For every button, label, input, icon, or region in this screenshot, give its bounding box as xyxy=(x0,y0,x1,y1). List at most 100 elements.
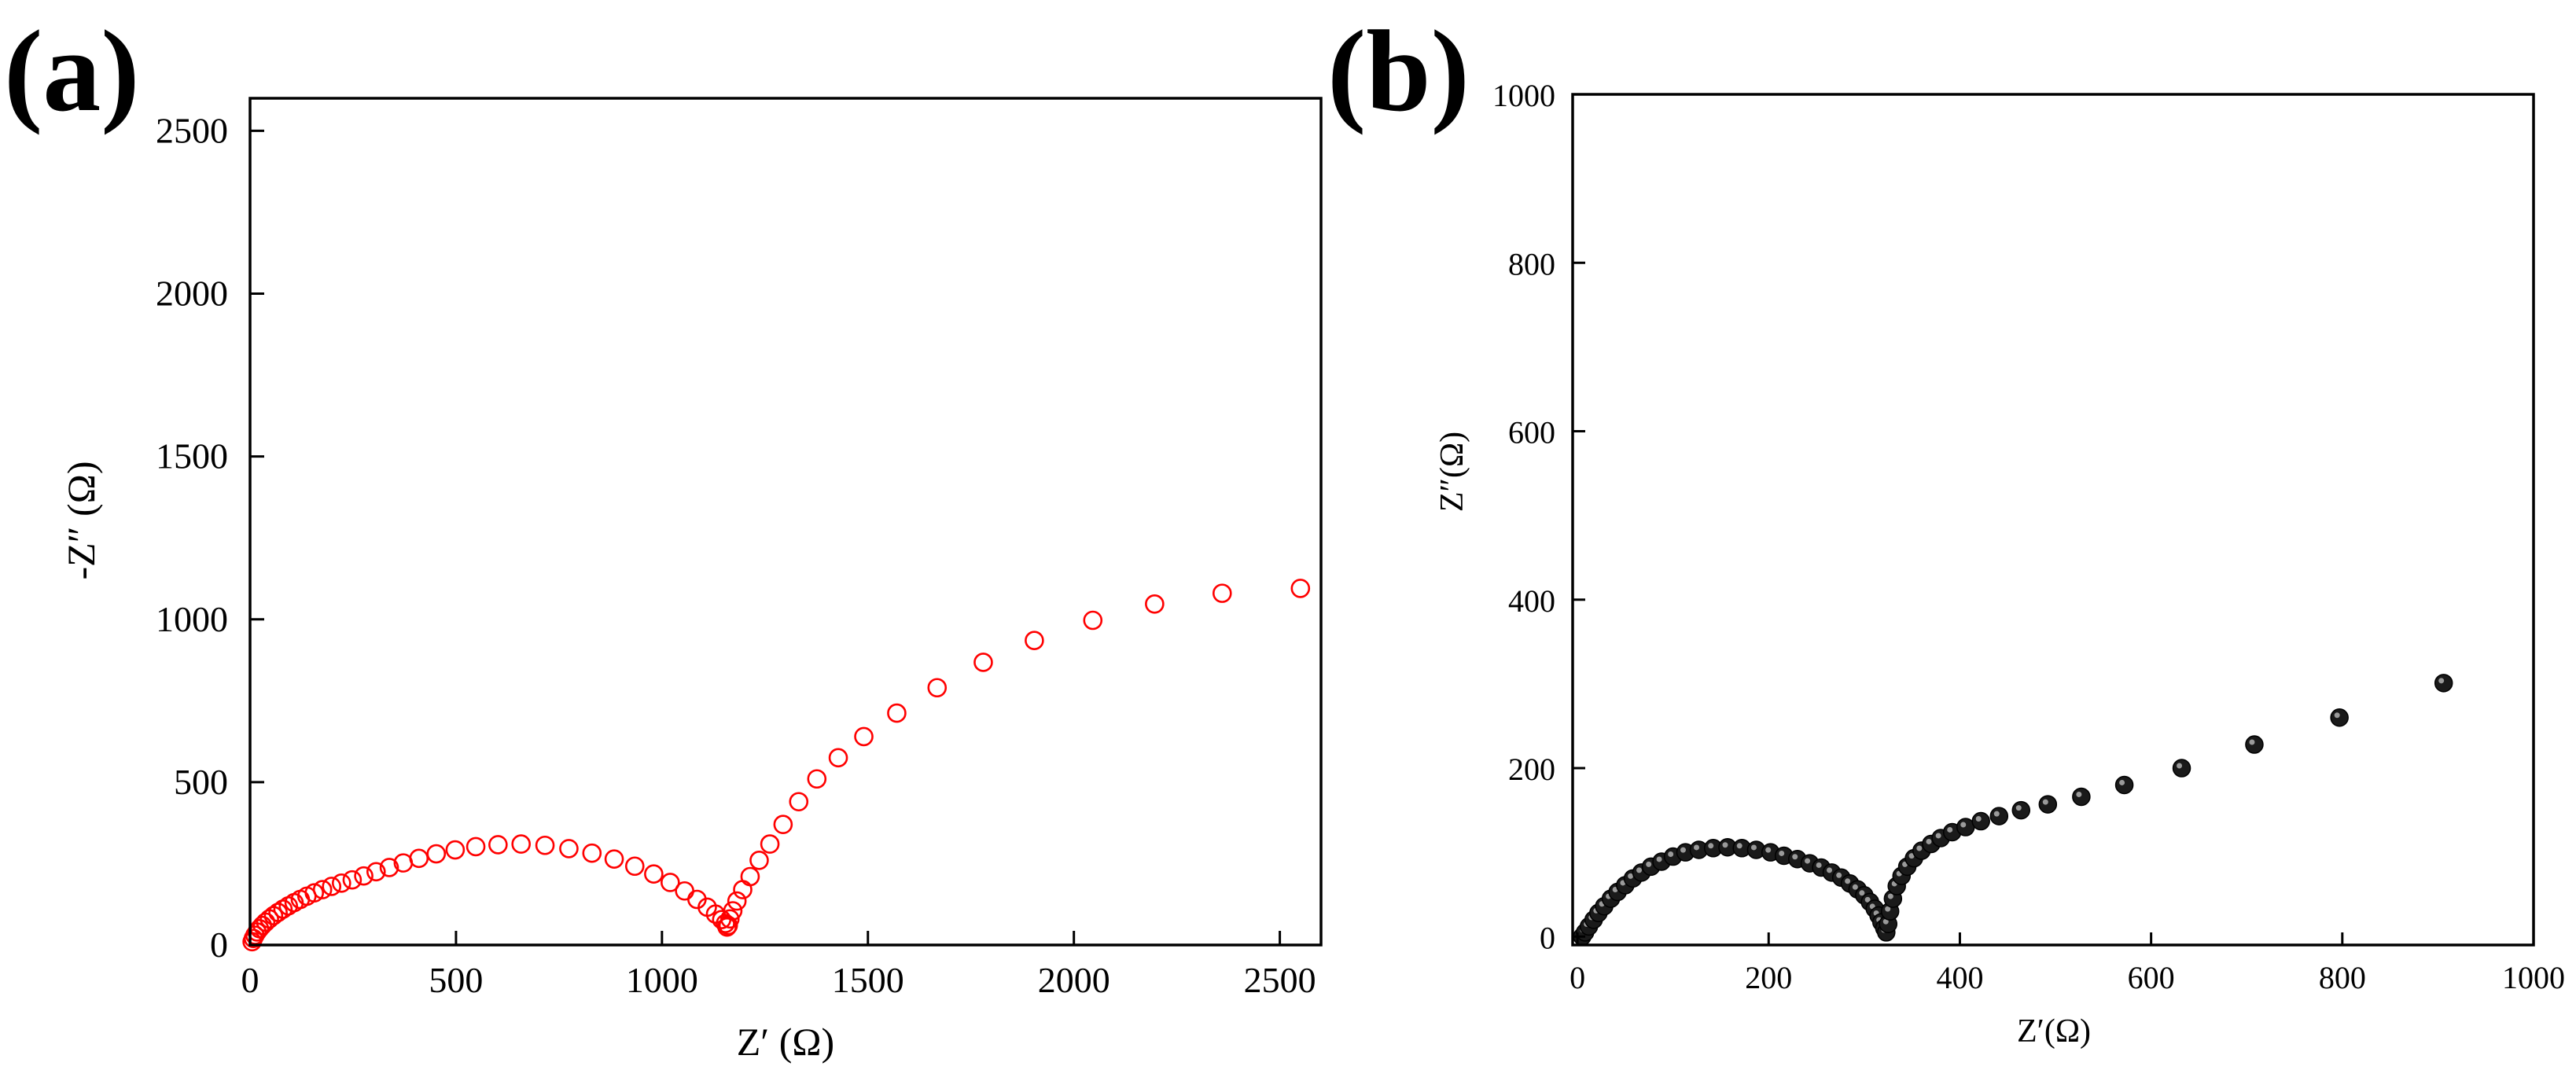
chart-b-y-tick-label: 200 xyxy=(1508,752,1555,787)
chart-a-data-point xyxy=(1212,583,1232,603)
chart-a-data-point xyxy=(675,881,694,901)
chart-a-data-point xyxy=(366,862,386,882)
chart-b-data-point-highlight xyxy=(1708,843,1714,849)
chart-b-data-point-highlight xyxy=(2334,712,2340,719)
chart-b-data-point-highlight xyxy=(1805,858,1811,864)
chart-b-data-point-highlight xyxy=(1827,867,1833,873)
chart-b-x-tick-label: 600 xyxy=(2128,960,2175,995)
chart-b-data-point-highlight xyxy=(1779,850,1785,856)
chart-a-data-point xyxy=(1025,631,1044,650)
chart-a-data-point xyxy=(789,792,809,812)
chart-b-data-point xyxy=(2434,674,2453,693)
chart-b-data-point-highlight xyxy=(2438,678,2445,684)
chart-a-data-point xyxy=(304,883,325,903)
chart-b-y-tick-label: 800 xyxy=(1508,246,1555,281)
chart-a-x-tick-label: 1000 xyxy=(626,960,698,1000)
chart-a-data-point xyxy=(273,899,293,919)
chart-b-data-point-highlight xyxy=(2249,739,2255,745)
chart-a-x-tick-label: 2000 xyxy=(1038,960,1110,1000)
chart-a-x-axis-label: Z′ (Ω) xyxy=(737,1020,834,1064)
chart-b-data-point-highlight xyxy=(1864,896,1871,903)
chart-b-data-point-highlight xyxy=(1993,811,2000,817)
chart-b-data-point-highlight xyxy=(2042,799,2048,805)
chart-b-data-point-highlight xyxy=(1792,854,1798,860)
chart-b-x-tick-label: 800 xyxy=(2319,960,2366,995)
chart-b-data-point-highlight xyxy=(1859,890,1865,896)
chart-b-data-point-highlight xyxy=(1947,826,1953,833)
panel-label-a: (a) xyxy=(4,7,140,136)
chart-b-data-point-highlight xyxy=(1816,862,1822,868)
chart-b-data-point xyxy=(2114,775,2134,795)
chart-b-data-point xyxy=(1989,807,2009,825)
chart-a-data-point xyxy=(740,866,760,887)
chart-a-data-point xyxy=(749,851,769,870)
chart-b-data-point-highlight xyxy=(1887,893,1893,899)
chart-a-x-tick-label: 2500 xyxy=(1244,960,1316,1000)
chart-a-data-point xyxy=(1083,610,1103,631)
chart-b-data-point xyxy=(2038,795,2058,814)
chart-a-data-point xyxy=(661,873,680,892)
chart-b-y-tick-label: 0 xyxy=(1540,920,1555,955)
chart-b-data-point-highlight xyxy=(2076,791,2082,797)
chart-a-data-point xyxy=(723,901,743,921)
chart-a-data-point xyxy=(559,839,579,859)
chart-b-data-point-highlight xyxy=(1845,878,1851,884)
chart-b-data-point-highlight xyxy=(1680,847,1686,853)
chart-a-data-point xyxy=(322,877,342,896)
chart-b-data-point-highlight xyxy=(1935,833,1941,839)
chart-a-data-point xyxy=(331,873,351,893)
chart-a-data-point xyxy=(624,856,645,877)
chart-b-data-point-highlight xyxy=(1960,822,1967,828)
chart-a-y-tick-label: 2500 xyxy=(156,110,228,150)
chart-a-y-tick-label: 1000 xyxy=(156,599,228,639)
chart-a-plot-frame xyxy=(248,97,1323,947)
chart-a-y-tick-label: 1500 xyxy=(156,436,228,476)
chart-a-data-point xyxy=(535,835,555,855)
chart-a-data-point xyxy=(773,814,793,835)
chart-a-data-point xyxy=(604,849,624,869)
chart-b-data-point-highlight xyxy=(1916,845,1923,851)
chart-a-data-point xyxy=(727,891,747,911)
chart-b-data-point xyxy=(1956,818,1975,836)
chart-b-data-point xyxy=(2072,787,2091,807)
chart-a-data-point xyxy=(760,834,780,854)
chart-b-data-point-highlight xyxy=(2177,763,2183,769)
chart-a-data-point xyxy=(973,653,993,672)
chart-b-data-point-highlight xyxy=(1908,853,1915,859)
chart-b-data-point-highlight xyxy=(1836,872,1842,878)
chart-b-data-point xyxy=(2330,708,2349,727)
chart-b-data-point-highlight xyxy=(1668,851,1674,858)
chart-b-plot-frame xyxy=(1571,93,2535,947)
chart-b-x-tick-label: 0 xyxy=(1570,960,1585,995)
chart-a-data-point xyxy=(342,870,362,890)
chart-b-data-point-highlight xyxy=(1975,816,1982,822)
chart-a-data-point xyxy=(379,858,399,877)
chart-b-data-point-highlight xyxy=(1765,847,1772,853)
chart-b-data-point-highlight xyxy=(1656,856,1662,862)
chart-b-data-point-highlight xyxy=(1722,842,1728,848)
chart-b-data-point-highlight xyxy=(1636,867,1643,873)
chart-b-data-point-highlight xyxy=(1882,918,1889,925)
chart-a-data-point xyxy=(854,726,874,747)
chart-a-data-point xyxy=(807,769,827,789)
chart-a-data-point xyxy=(263,906,284,926)
chart-a-data-point xyxy=(887,703,907,723)
chart-a-y-tick-label: 2000 xyxy=(156,274,228,314)
chart-a-x-tick-label: 1500 xyxy=(832,960,904,1000)
chart-a-y-tick-label: 500 xyxy=(174,762,228,802)
chart-b-x-tick-label: 400 xyxy=(1936,960,1983,995)
chart-b-data-point xyxy=(1971,811,1990,831)
chart-b-x-tick-label: 1000 xyxy=(2502,960,2565,995)
chart-a-points xyxy=(242,579,1311,952)
chart-a-data-point xyxy=(719,909,740,929)
chart-b-y-axis-label: Z″(Ω) xyxy=(1434,432,1470,512)
chart-a-data-point xyxy=(312,880,333,899)
chart-b-data-point-highlight xyxy=(2015,805,2022,811)
chart-b-data-point-highlight xyxy=(1646,861,1652,867)
chart-a-data-point xyxy=(252,915,273,936)
chart-a-data-point xyxy=(268,903,288,922)
chart-b-data-point-highlight xyxy=(2119,779,2125,785)
chart-a-data-point xyxy=(1290,579,1311,598)
chart-b-y-tick-label: 1000 xyxy=(1492,78,1555,113)
chart-b-x-tick-label: 200 xyxy=(1745,960,1792,995)
